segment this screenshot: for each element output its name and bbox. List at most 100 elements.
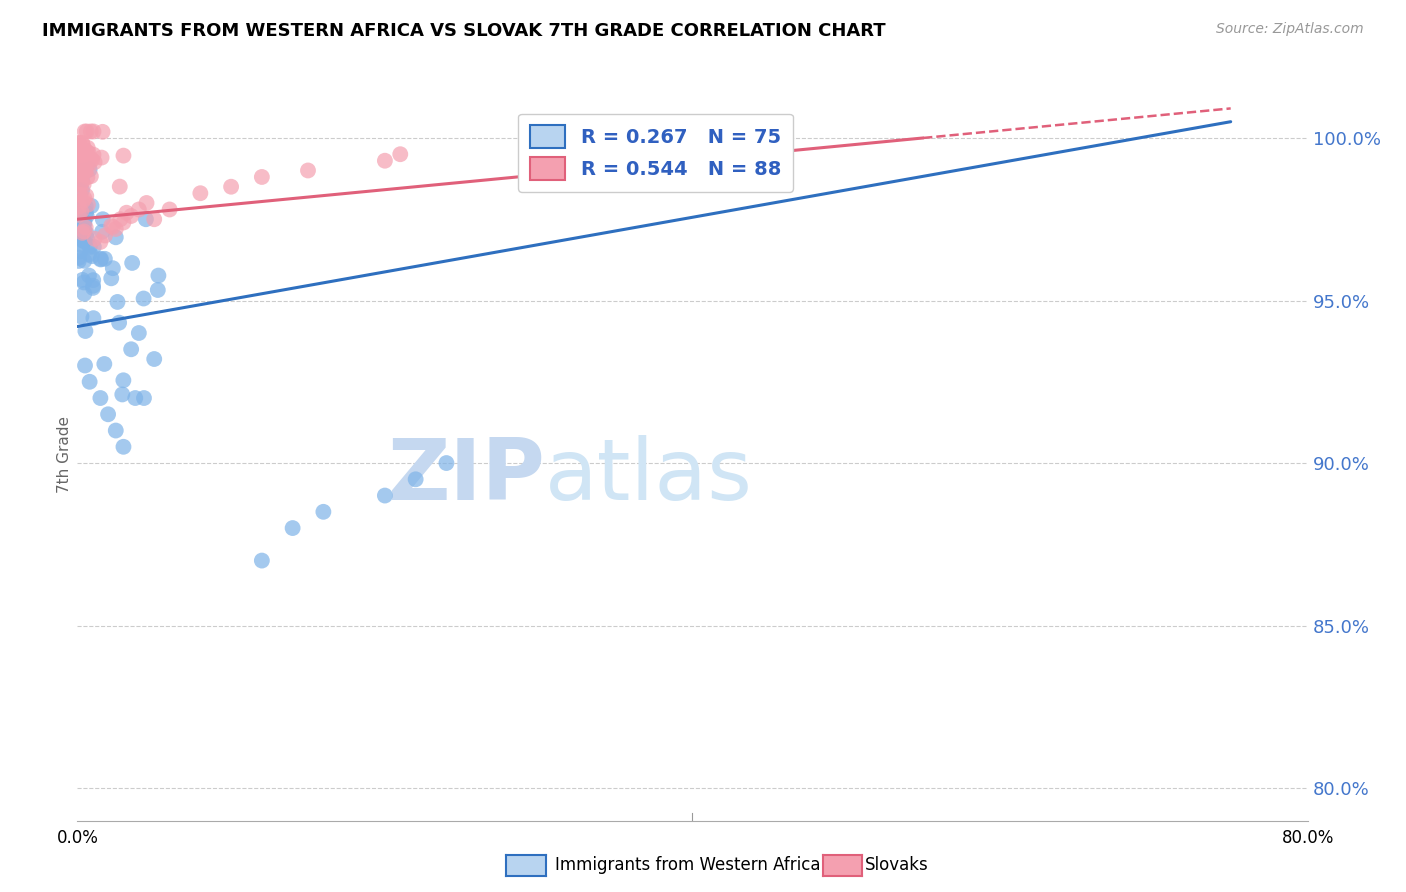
Point <box>100 271 122 285</box>
Point <box>75 199 97 213</box>
Point <box>72 226 94 240</box>
Point <box>67 142 90 156</box>
Point <box>112 215 135 229</box>
Point <box>73 159 96 173</box>
Point <box>67 230 90 244</box>
Point <box>91 212 114 227</box>
Point <box>91 225 114 239</box>
Point <box>374 153 396 168</box>
Point <box>75 163 97 178</box>
Point <box>69 157 91 171</box>
Point <box>120 209 142 223</box>
Point <box>250 169 273 184</box>
Point <box>389 147 412 161</box>
Point <box>82 311 104 326</box>
Point <box>83 155 105 169</box>
Point <box>72 273 94 287</box>
Point <box>219 179 242 194</box>
Point <box>143 351 166 366</box>
Point <box>67 149 90 163</box>
Point <box>67 150 90 164</box>
Point <box>73 359 96 373</box>
Point <box>76 170 98 185</box>
Point <box>110 212 132 227</box>
Point <box>79 156 101 170</box>
Point <box>135 196 157 211</box>
Point <box>67 168 90 182</box>
Point <box>121 256 143 270</box>
Point <box>76 227 98 241</box>
Point <box>159 202 181 217</box>
Point <box>77 197 100 211</box>
Point <box>82 273 104 287</box>
Point <box>79 152 101 166</box>
Point <box>104 230 127 244</box>
Point <box>67 163 90 178</box>
Point <box>67 151 90 165</box>
Point <box>80 124 103 138</box>
Point <box>73 192 96 206</box>
Point <box>89 235 111 249</box>
Point <box>69 175 91 189</box>
Point <box>75 188 97 202</box>
Point <box>73 286 96 301</box>
Point <box>72 165 94 179</box>
Point <box>70 204 93 219</box>
Point <box>104 424 127 438</box>
Point <box>69 196 91 211</box>
Point <box>72 163 94 178</box>
Y-axis label: 7th Grade: 7th Grade <box>56 417 72 493</box>
Point <box>112 373 135 387</box>
Point <box>70 156 93 170</box>
Point <box>69 147 91 161</box>
Point <box>69 145 91 159</box>
Point <box>79 247 101 261</box>
Point <box>69 244 91 259</box>
Point <box>69 211 91 225</box>
Point <box>132 391 155 405</box>
Point <box>75 324 97 338</box>
Point <box>72 153 94 167</box>
Point <box>75 164 97 178</box>
Point <box>76 231 98 245</box>
Point <box>436 456 458 470</box>
Point <box>82 278 104 293</box>
Point <box>72 194 94 208</box>
Point <box>67 251 90 265</box>
Point <box>76 124 98 138</box>
Point <box>69 161 91 176</box>
Point <box>70 153 93 167</box>
Point <box>90 151 112 165</box>
Point <box>101 261 124 276</box>
Text: Immigrants from Western Africa: Immigrants from Western Africa <box>555 856 821 874</box>
Point <box>128 202 150 217</box>
Point <box>67 141 90 155</box>
Point <box>72 222 94 236</box>
Text: Source: ZipAtlas.com: Source: ZipAtlas.com <box>1216 22 1364 37</box>
Point <box>77 268 100 283</box>
Text: atlas: atlas <box>546 435 752 518</box>
Legend: R = 0.267   N = 75, R = 0.544   N = 88: R = 0.267 N = 75, R = 0.544 N = 88 <box>519 113 793 192</box>
Point <box>108 179 131 194</box>
Point <box>76 141 98 155</box>
Point <box>124 391 146 405</box>
Point <box>67 157 90 171</box>
Point <box>101 219 124 234</box>
Point <box>67 208 90 222</box>
Point <box>83 240 105 254</box>
Point <box>80 169 103 184</box>
Point <box>67 145 90 159</box>
Point <box>80 199 103 213</box>
Point <box>67 187 90 202</box>
Point <box>374 489 396 503</box>
Point <box>82 147 104 161</box>
Point <box>70 176 93 190</box>
Point <box>79 240 101 254</box>
Point <box>112 440 135 454</box>
Point <box>67 200 90 214</box>
Point <box>73 224 96 238</box>
Point <box>107 295 129 310</box>
Point <box>79 162 101 177</box>
Point <box>67 254 90 268</box>
Point <box>94 228 117 243</box>
